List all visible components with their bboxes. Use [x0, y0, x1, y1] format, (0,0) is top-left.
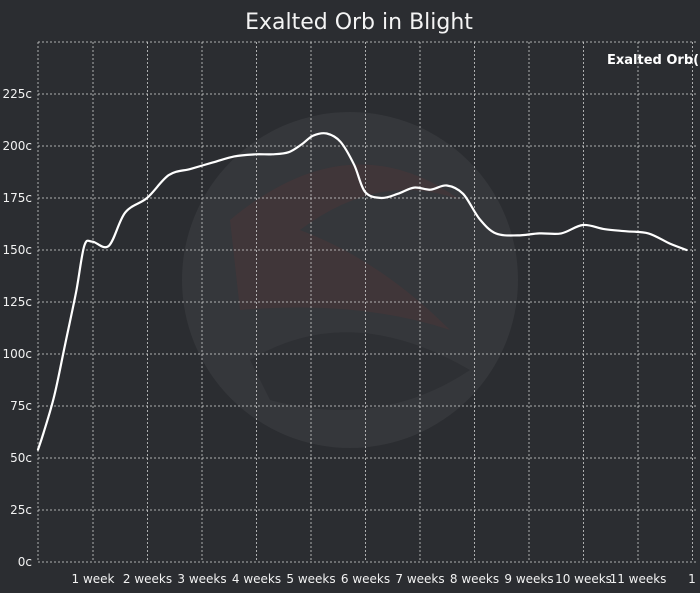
- chart-title: Exalted Orb in Blight: [245, 10, 473, 35]
- y-tick-label: 125c: [2, 295, 32, 309]
- y-tick-label: 150c: [2, 243, 32, 257]
- y-tick-label: 175c: [2, 191, 32, 205]
- x-tick-label: 1: [688, 572, 696, 586]
- x-tick-label: 10 weeks: [555, 572, 612, 586]
- y-tick-label: 225c: [2, 87, 32, 101]
- x-tick-label: 8 weeks: [450, 572, 499, 586]
- watermark-logo: [182, 112, 518, 448]
- y-tick-label: 50c: [10, 451, 32, 465]
- x-tick-label: 11 weeks: [610, 572, 667, 586]
- x-tick-label: 5 weeks: [286, 572, 335, 586]
- x-tick-label: 7 weeks: [395, 572, 444, 586]
- gridlines: [37, 41, 698, 563]
- watermark-flame: [230, 164, 460, 330]
- watermark-swoosh: [250, 332, 470, 410]
- y-tick-label: 0c: [18, 555, 32, 569]
- x-tick-label: 1 week: [72, 572, 115, 586]
- watermark-circle: [182, 112, 518, 448]
- y-tick-label: 75c: [10, 399, 32, 413]
- y-axis-ticks: 0c 25c 50c 75c 100c 125c 150c 175c 200c 225c: [2, 87, 32, 569]
- x-tick-label: 4 weeks: [232, 572, 281, 586]
- x-tick-label: 2 weeks: [123, 572, 172, 586]
- x-tick-label: 6 weeks: [341, 572, 390, 586]
- legend-entry-exalted-orb: Exalted Orb(I: [607, 53, 700, 68]
- x-tick-label: 3 weeks: [177, 572, 226, 586]
- series-line-exalted-orb: [36, 132, 688, 451]
- x-tick-label: 9 weeks: [504, 572, 553, 586]
- y-tick-label: 25c: [10, 503, 32, 517]
- y-tick-label: 100c: [2, 347, 32, 361]
- x-axis-ticks: 1 week 2 weeks 3 weeks 4 weeks 5 weeks 6 week…: [72, 572, 696, 586]
- y-tick-label: 200c: [2, 139, 32, 153]
